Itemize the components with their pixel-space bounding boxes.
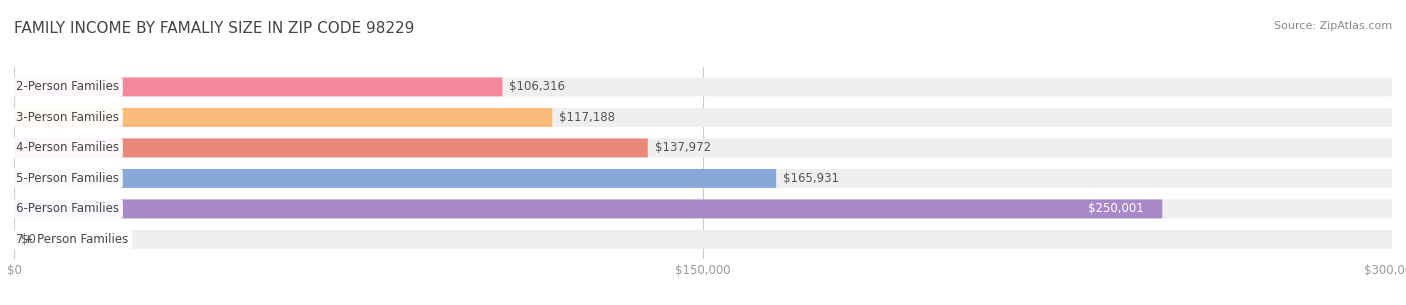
FancyBboxPatch shape [14, 169, 776, 188]
FancyBboxPatch shape [14, 199, 1163, 218]
Text: $106,316: $106,316 [509, 81, 565, 93]
Text: 5-Person Families: 5-Person Families [17, 172, 120, 185]
Text: $165,931: $165,931 [783, 172, 839, 185]
FancyBboxPatch shape [14, 138, 1392, 157]
FancyBboxPatch shape [14, 138, 648, 157]
FancyBboxPatch shape [14, 108, 1392, 127]
Text: $117,188: $117,188 [560, 111, 616, 124]
Text: 6-Person Families: 6-Person Families [17, 203, 120, 215]
Text: 3-Person Families: 3-Person Families [17, 111, 120, 124]
FancyBboxPatch shape [14, 169, 1392, 188]
FancyBboxPatch shape [14, 77, 502, 96]
Text: $0: $0 [21, 233, 35, 246]
Text: $137,972: $137,972 [655, 142, 711, 154]
Text: FAMILY INCOME BY FAMALIY SIZE IN ZIP CODE 98229: FAMILY INCOME BY FAMALIY SIZE IN ZIP COD… [14, 21, 415, 36]
FancyBboxPatch shape [14, 108, 553, 127]
Text: 7+ Person Families: 7+ Person Families [17, 233, 128, 246]
Text: Source: ZipAtlas.com: Source: ZipAtlas.com [1274, 21, 1392, 31]
Text: $250,001: $250,001 [1088, 203, 1144, 215]
FancyBboxPatch shape [14, 230, 1392, 249]
FancyBboxPatch shape [14, 199, 1392, 218]
Text: 2-Person Families: 2-Person Families [17, 81, 120, 93]
FancyBboxPatch shape [14, 77, 1392, 96]
Text: 4-Person Families: 4-Person Families [17, 142, 120, 154]
